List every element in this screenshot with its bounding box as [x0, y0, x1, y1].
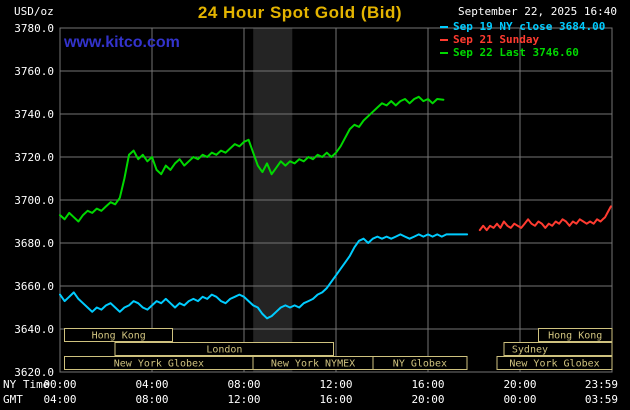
x-tick-gmt: 20:00 — [411, 393, 444, 406]
series-sep22 — [59, 95, 445, 223]
session-label: New York Globex — [509, 359, 599, 370]
x-tick-gmt: 03:59 — [585, 393, 618, 406]
x-tick-ny: 20:00 — [503, 378, 536, 391]
session-box — [114, 342, 335, 356]
y-tick-label: 3680.0 — [14, 237, 54, 250]
plot-border — [59, 27, 613, 373]
legend-swatch — [440, 38, 448, 41]
x-tick-ny: 12:00 — [319, 378, 352, 391]
gmt-axis-label: GMT — [3, 393, 23, 406]
y-tick-label: 3620.0 — [14, 366, 54, 379]
page-title: 24 Hour Spot Gold (Bid) — [197, 3, 403, 22]
y-tick-label: 3780.0 — [14, 22, 54, 35]
x-tick-gmt: 16:00 — [319, 393, 352, 406]
y-tick-label: 3760.0 — [14, 65, 54, 78]
x-tick-ny: 16:00 — [411, 378, 444, 391]
legend-label: Sep 19 NY close 3684.00 — [453, 20, 606, 33]
legend-item: Sep 21 Sunday — [440, 33, 605, 46]
legend-label: Sep 22 Last 3746.60 — [453, 46, 579, 59]
session-label: Hong Kong — [92, 331, 146, 342]
y-tick-label: 3740.0 — [14, 108, 54, 121]
session-box — [537, 328, 613, 342]
legend-item: Sep 22 Last 3746.60 — [440, 46, 605, 59]
session-box — [496, 356, 613, 370]
session-label: Sydney — [512, 345, 548, 356]
session-box — [64, 328, 174, 342]
kitco-watermark-link[interactable]: www.kitco.com — [64, 34, 180, 51]
x-tick-ny: 04:00 — [135, 378, 168, 391]
legend-swatch — [440, 51, 448, 54]
legend-item: Sep 19 NY close 3684.00 — [440, 20, 605, 33]
x-tick-gmt: 08:00 — [135, 393, 168, 406]
series-sep21 — [478, 205, 612, 232]
session-box — [503, 342, 613, 356]
x-tick-ny: 00:00 — [43, 378, 76, 391]
y-tick-label: 3660.0 — [14, 280, 54, 293]
session-box — [372, 356, 468, 370]
session-label: NY Globex — [393, 359, 447, 370]
session-label: New York NYMEX — [271, 359, 355, 370]
x-tick-gmt: 04:00 — [43, 393, 76, 406]
session-label: New York Globex — [114, 359, 204, 370]
legend-label: Sep 21 Sunday — [453, 33, 540, 46]
x-tick-gmt: 00:00 — [503, 393, 536, 406]
session-label: Hong Kong — [548, 331, 602, 342]
legend-swatch — [440, 25, 448, 28]
y-tick-label: 3700.0 — [14, 194, 54, 207]
y-tick-label: 3720.0 — [14, 151, 54, 164]
session-label: London — [206, 345, 242, 356]
x-tick-ny: 08:00 — [227, 378, 260, 391]
y-tick-label: 3640.0 — [14, 323, 54, 336]
x-tick-gmt: 12:00 — [227, 393, 260, 406]
series-sep19 — [59, 233, 469, 320]
legend: Sep 19 NY close 3684.00 Sep 21 Sunday Se… — [440, 20, 605, 59]
ny-time-axis-label: NY Time — [3, 378, 49, 391]
datetime-label: September 22, 2025 16:40 — [458, 5, 617, 18]
unit-label: USD/oz — [14, 5, 54, 18]
x-tick-ny: 23:59 — [585, 378, 618, 391]
